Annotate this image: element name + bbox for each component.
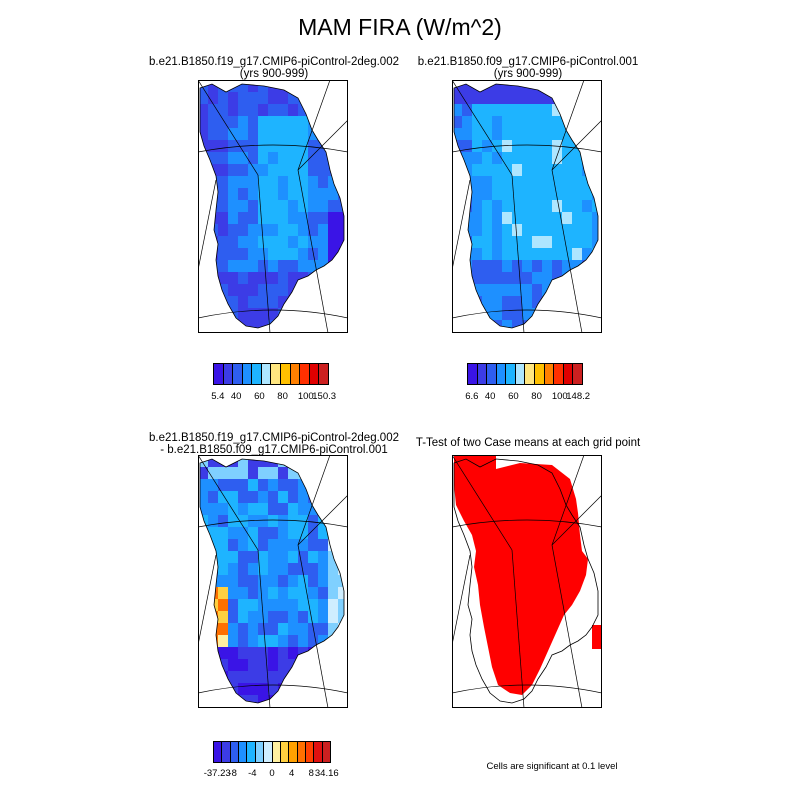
panel1-title: b.e21.B1850.f19_g17.CMIP6-piControl-2deg…	[122, 56, 426, 80]
panel2-title-line1: b.e21.B1850.f09_g17.CMIP6-piControl.001	[417, 56, 639, 68]
colorbar-diff	[213, 741, 331, 763]
panel4-title-line1: T-Test of two Case means at each grid po…	[415, 437, 641, 449]
colorbar-case1-labels: 5.4 40 60 80 100 150.3	[211, 391, 336, 403]
colorbar-swatch	[261, 364, 272, 384]
colorbar-swatch	[272, 742, 281, 762]
colorbar-swatch	[290, 364, 301, 384]
colorbar-swatch	[233, 364, 243, 384]
colorbar-tick-label: 60	[508, 391, 519, 402]
panel2-title-line2: (yrs 900-999)	[493, 68, 563, 80]
colorbar-tick-label: 6.6	[465, 391, 479, 402]
colorbar-swatch	[239, 742, 248, 762]
map-panel-ttest	[452, 455, 602, 708]
colorbar-swatch	[300, 364, 310, 384]
colorbar-swatch	[247, 742, 256, 762]
panel4-title: T-Test of two Case means at each grid po…	[376, 437, 680, 449]
colorbar-swatch	[222, 742, 231, 762]
colorbar-tick-label: 5.4	[211, 391, 225, 402]
colorbar-swatch	[214, 742, 223, 762]
colorbar-tick-label: -37.23	[203, 768, 231, 779]
map-panel-case2	[452, 80, 602, 333]
colorbar-swatch	[281, 364, 291, 384]
colorbar-tick-label: -4	[248, 768, 257, 779]
colorbar-swatch	[573, 364, 582, 384]
colorbar-tick-label: -8	[228, 768, 237, 779]
colorbar-tick-label: 0	[269, 768, 275, 779]
colorbar-tick-label: 150.3	[312, 391, 337, 402]
colorbar-tick-label: 40	[484, 391, 496, 402]
colorbar-swatch	[563, 364, 574, 384]
colorbar-swatch	[535, 364, 545, 384]
colorbar-tick-label: 100	[297, 391, 314, 402]
colorbar-swatch	[322, 742, 331, 762]
case1-cells	[200, 84, 344, 328]
colorbar-tick-label: 80	[531, 391, 542, 402]
panel2-title: b.e21.B1850.f09_g17.CMIP6-piControl.001 …	[376, 56, 680, 80]
colorbar-swatch	[496, 364, 507, 384]
colorbar-tick-label: 40	[230, 391, 242, 402]
colorbar-swatch	[297, 742, 306, 762]
colorbar-swatch	[305, 742, 315, 762]
case2-cells	[454, 84, 598, 328]
colorbar-tick-label: 8	[308, 768, 314, 779]
colorbar-diff-labels: -37.23 -8 -4 0 4 8 34.16	[204, 768, 339, 780]
panel3-title: b.e21.B1850.f19_g17.CMIP6-piControl-2deg…	[122, 432, 426, 456]
colorbar-tick-label: 148.2	[566, 391, 591, 402]
colorbar-swatch	[314, 742, 323, 762]
figure-title: MAM FIRA (W/m^2)	[298, 14, 502, 40]
colorbar-tick-label: 4	[289, 768, 295, 779]
colorbar-tick-label: 100	[551, 391, 568, 402]
colorbar-swatch	[554, 364, 564, 384]
colorbar-case2-labels: 6.6 40 60 80 100 148.2	[465, 391, 590, 403]
map-panel-diff	[198, 455, 348, 708]
panel3-title-line2: - b.e21.B1850.f09_g17.CMIP6-piControl.00…	[160, 444, 388, 456]
colorbar-swatch	[515, 364, 526, 384]
colorbar-swatch	[223, 364, 234, 384]
diff-cells	[200, 459, 344, 703]
colorbar-swatch	[477, 364, 488, 384]
colorbar-swatch	[319, 364, 328, 384]
colorbar-swatch	[280, 742, 290, 762]
colorbar-swatch	[289, 742, 298, 762]
colorbar-swatch	[309, 364, 320, 384]
colorbar-swatch	[252, 364, 262, 384]
colorbar-swatch	[255, 742, 265, 762]
colorbar-tick-label: 34.16	[314, 768, 339, 779]
panel1-title-line1: b.e21.B1850.f19_g17.CMIP6-piControl-2deg…	[149, 56, 399, 68]
panel1-title-line2: (yrs 900-999)	[239, 68, 309, 80]
colorbar-swatch	[264, 742, 273, 762]
colorbar-swatch	[242, 364, 253, 384]
map-panel-case1	[198, 80, 348, 333]
ttest-significant-region	[454, 455, 602, 695]
panel3-title-line1: b.e21.B1850.f19_g17.CMIP6-piControl-2deg…	[149, 432, 399, 444]
colorbar-swatch	[271, 364, 282, 384]
colorbar-case2	[467, 363, 583, 385]
colorbar-swatch	[468, 364, 478, 384]
colorbar-swatch	[544, 364, 555, 384]
significance-note: Cells are significant at 0.1 level	[486, 761, 618, 772]
colorbar-swatch	[525, 364, 536, 384]
colorbar-case1	[213, 363, 329, 385]
colorbar-swatch	[214, 364, 224, 384]
colorbar-swatch	[487, 364, 497, 384]
colorbar-swatch	[506, 364, 516, 384]
colorbar-tick-label: 60	[254, 391, 265, 402]
colorbar-tick-label: 80	[277, 391, 288, 402]
colorbar-swatch	[230, 742, 240, 762]
